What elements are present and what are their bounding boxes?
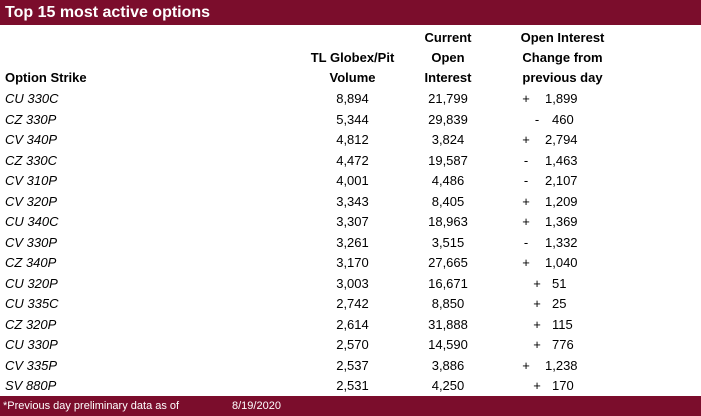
strike-cell: CV 340P	[5, 132, 58, 147]
open-interest-cell: 3,824	[431, 132, 465, 147]
strike-cell: CZ 320P	[5, 316, 57, 332]
table-row: CZ 340P 3,170 27,665 +1,040	[0, 253, 701, 273]
strike-cell: SV 880P	[5, 378, 57, 393]
volume-cell: 2,537	[336, 357, 369, 373]
table-row: CZ 330P 5,344 29,839 -460	[0, 110, 701, 130]
volume-cell: 3,307	[336, 214, 369, 229]
header-strike: Option Strike	[5, 70, 87, 85]
table-row: CU 335C 2,742 8,850 +25	[0, 294, 701, 314]
volume-cell: 2,570	[336, 337, 369, 352]
footer-bar: *Previous day preliminary data as of 8/1…	[0, 396, 701, 416]
change-value: 25	[552, 296, 567, 311]
table-row: CV 335P 2,537 3,886 +1,238	[0, 356, 701, 376]
change-value: 1,463	[545, 152, 578, 168]
strike-cell: CV 330P	[5, 234, 58, 250]
volume-cell: 5,344	[336, 111, 369, 127]
table-row: CU 320P 3,003 16,671 +51	[0, 274, 701, 294]
header-volume: TL Globex/Pit Volume	[310, 50, 395, 85]
volume-cell: 3,170	[336, 255, 369, 270]
volume-cell: 2,742	[336, 296, 369, 311]
change-sign: -	[534, 111, 540, 127]
change-sign: +	[522, 214, 530, 229]
change-value: 1,332	[545, 234, 578, 250]
change-value: 1,899	[545, 91, 578, 106]
open-interest-cell: 16,671	[428, 275, 468, 291]
change-value: 51	[552, 275, 567, 291]
open-interest-cell: 21,799	[428, 91, 468, 106]
change-value: 2,794	[545, 132, 578, 147]
strike-cell: CZ 340P	[5, 255, 57, 270]
strike-cell: CV 335P	[5, 357, 58, 373]
change-value: 460	[552, 111, 574, 127]
volume-cell: 4,001	[336, 173, 369, 188]
change-value: 1,209	[545, 193, 578, 209]
table-row: CZ 320P 2,614 31,888 +115	[0, 315, 701, 335]
change-sign: +	[522, 91, 530, 106]
table-row: CV 330P 3,261 3,515 -1,332	[0, 233, 701, 253]
header-open-interest: Current Open Interest	[424, 30, 472, 85]
table-row: SV 880P 2,531 4,250 +170	[0, 376, 701, 396]
change-value: 1,369	[545, 214, 578, 229]
open-interest-cell: 29,839	[428, 111, 468, 127]
volume-cell: 4,812	[336, 132, 369, 147]
strike-cell: CZ 330P	[5, 111, 57, 127]
change-sign: +	[522, 132, 530, 147]
footer-note: *Previous day preliminary data as of	[3, 400, 180, 412]
change-sign: +	[533, 378, 541, 393]
table-row: CU 330C 8,894 21,799 +1,899	[0, 89, 701, 109]
table-row: CV 310P 4,001 4,486 - 2,107	[0, 171, 701, 191]
table-row: CU 330P 2,570 14,590 +776	[0, 335, 701, 355]
change-value: 2,107	[545, 173, 578, 188]
open-interest-cell: 3,886	[431, 357, 465, 373]
strike-cell: CU 335C	[5, 296, 59, 311]
change-sign: -	[523, 234, 529, 250]
change-sign: +	[522, 255, 530, 270]
change-value: 1,238	[545, 357, 578, 373]
table-row: CV 320P 3,343 8,405 +1,209	[0, 192, 701, 212]
change-value: 170	[552, 378, 574, 393]
volume-cell: 3,003	[336, 275, 369, 291]
strike-cell: CV 310P	[5, 173, 58, 188]
change-sign: +	[533, 275, 541, 291]
volume-cell: 2,531	[336, 378, 369, 393]
volume-cell: 3,261	[336, 234, 369, 250]
change-value: 115	[552, 316, 573, 332]
strike-cell: CU 330C	[5, 91, 59, 106]
table-row: CZ 330C 4,472 19,587 -1,463	[0, 151, 701, 171]
strike-cell: CZ 330C	[5, 152, 58, 168]
open-interest-cell: 8,850	[431, 296, 465, 311]
open-interest-cell: 4,250	[431, 378, 465, 393]
open-interest-cell: 4,486	[431, 173, 465, 188]
change-value: 776	[552, 337, 574, 352]
change-sign: +	[522, 193, 530, 209]
volume-cell: 3,343	[336, 193, 369, 209]
change-sign: +	[522, 357, 530, 373]
volume-cell: 4,472	[336, 152, 369, 168]
strike-cell: CU 330P	[5, 337, 58, 352]
strike-cell: CV 320P	[5, 193, 58, 209]
open-interest-cell: 8,405	[431, 193, 465, 209]
open-interest-cell: 14,590	[428, 337, 468, 352]
change-sign: +	[533, 316, 541, 332]
open-interest-cell: 18,963	[428, 214, 468, 229]
table-title: Top 15 most active options	[0, 0, 701, 25]
table-row: CU 340C 3,307 18,963 +1,369	[0, 212, 701, 232]
header-change: Open Interest Change from previous day	[520, 30, 605, 85]
open-interest-cell: 19,587	[428, 152, 468, 168]
change-sign: -	[523, 173, 529, 188]
open-interest-cell: 3,515	[431, 234, 465, 250]
footer-date: 8/19/2020	[232, 400, 281, 412]
strike-cell: CU 340C	[5, 214, 59, 229]
volume-cell: 2,614	[336, 316, 369, 332]
open-interest-cell: 27,665	[428, 255, 468, 270]
change-sign: +	[533, 296, 541, 311]
change-sign: -	[523, 152, 529, 168]
change-value: 1,040	[545, 255, 578, 270]
open-interest-cell: 31,888	[428, 316, 468, 332]
strike-cell: CU 320P	[5, 275, 58, 291]
volume-cell: 8,894	[336, 91, 369, 106]
table-row: CV 340P 4,812 3,824 +2,794	[0, 130, 701, 150]
change-sign: +	[533, 337, 541, 352]
